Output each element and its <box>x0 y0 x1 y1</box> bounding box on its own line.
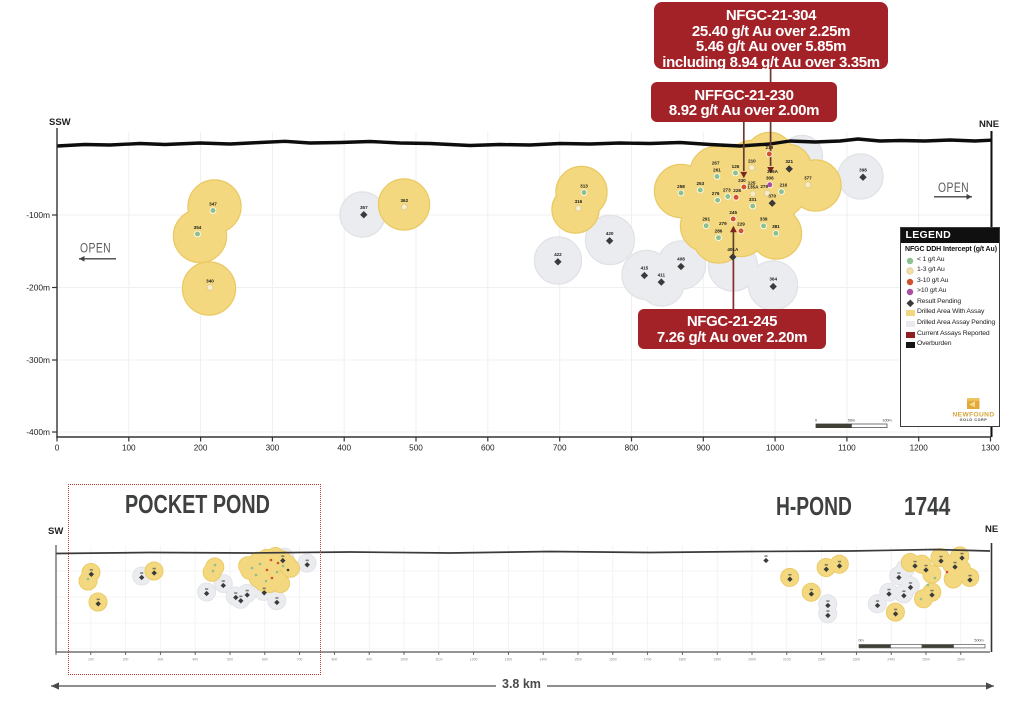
svg-text:2600: 2600 <box>957 658 965 662</box>
svg-text:1400: 1400 <box>539 658 547 662</box>
svg-text:700: 700 <box>297 658 303 662</box>
svg-text:331: 331 <box>749 197 757 202</box>
svg-text:420: 420 <box>606 231 614 236</box>
svg-text:258: 258 <box>677 184 685 189</box>
svg-text:1900: 1900 <box>713 658 721 662</box>
svg-text:306: 306 <box>766 176 774 181</box>
svg-text:347: 347 <box>209 201 217 206</box>
svg-text:1000: 1000 <box>766 444 785 453</box>
svg-text:216: 216 <box>780 183 788 188</box>
svg-text:300: 300 <box>266 444 280 453</box>
svg-text:400: 400 <box>337 444 351 453</box>
svg-text:2400: 2400 <box>887 658 895 662</box>
svg-text:1800: 1800 <box>679 658 687 662</box>
svg-text:267: 267 <box>712 160 720 165</box>
svg-text:381: 381 <box>772 224 780 229</box>
svg-text:800: 800 <box>625 444 639 453</box>
svg-text:273: 273 <box>723 187 731 192</box>
svg-text:411: 411 <box>658 272 666 277</box>
svg-text:600: 600 <box>262 658 268 662</box>
svg-text:SSW: SSW <box>49 117 71 128</box>
svg-text:228: 228 <box>733 188 741 193</box>
svg-text:500: 500 <box>409 444 423 453</box>
svg-text:GOLD CORP: GOLD CORP <box>960 418 988 422</box>
svg-text:370: 370 <box>768 193 776 198</box>
svg-text:-400m: -400m <box>26 427 50 437</box>
svg-text:200: 200 <box>123 658 129 662</box>
svg-text:800: 800 <box>332 658 338 662</box>
svg-text:1300: 1300 <box>505 658 513 662</box>
svg-text:219: 219 <box>765 145 773 150</box>
svg-text:229: 229 <box>737 222 745 227</box>
svg-text:1200: 1200 <box>470 658 478 662</box>
svg-text:300: 300 <box>158 658 164 662</box>
svg-text:500: 500 <box>227 658 233 662</box>
svg-text:400: 400 <box>192 658 198 662</box>
svg-text:306A: 306A <box>767 169 779 174</box>
svg-text:OPEN: OPEN <box>938 179 969 195</box>
svg-text:210: 210 <box>748 159 756 164</box>
svg-text:279: 279 <box>760 184 768 189</box>
svg-text:398: 398 <box>859 167 867 172</box>
svg-text:900: 900 <box>696 444 710 453</box>
svg-text:364: 364 <box>769 277 777 282</box>
svg-text:401A: 401A <box>727 247 739 252</box>
svg-text:0m: 0m <box>858 639 863 643</box>
svg-text:1100: 1100 <box>838 444 856 453</box>
svg-text:291: 291 <box>702 217 710 222</box>
svg-text:230: 230 <box>738 178 746 183</box>
svg-text:313: 313 <box>580 183 588 188</box>
svg-text:253: 253 <box>696 181 704 186</box>
svg-text:415: 415 <box>641 266 649 271</box>
svg-text:357: 357 <box>360 205 368 210</box>
svg-text:500m: 500m <box>974 639 983 643</box>
svg-text:1100: 1100 <box>435 658 442 662</box>
svg-text:1500: 1500 <box>574 658 582 662</box>
svg-text:377: 377 <box>804 176 812 181</box>
svg-text:1300: 1300 <box>981 444 1000 453</box>
svg-text:2200: 2200 <box>818 658 826 662</box>
svg-text:135A: 135A <box>747 185 759 190</box>
svg-text:1200: 1200 <box>910 444 929 453</box>
svg-text:340: 340 <box>206 278 214 283</box>
svg-text:408: 408 <box>677 257 685 262</box>
svg-text:354: 354 <box>194 225 202 230</box>
svg-text:OPEN: OPEN <box>80 240 111 256</box>
svg-text:125: 125 <box>748 180 756 185</box>
svg-text:362: 362 <box>400 198 408 203</box>
svg-text:100: 100 <box>122 444 136 453</box>
svg-text:2500: 2500 <box>922 658 930 662</box>
svg-text:200: 200 <box>194 444 208 453</box>
svg-text:276: 276 <box>712 191 720 196</box>
svg-text:NNE: NNE <box>979 119 999 130</box>
svg-text:126: 126 <box>732 164 740 169</box>
svg-text:2000: 2000 <box>748 658 756 662</box>
svg-text:286: 286 <box>715 229 723 234</box>
svg-text:-100m: -100m <box>26 210 50 220</box>
svg-text:2100: 2100 <box>783 658 791 662</box>
svg-text:1700: 1700 <box>644 658 652 662</box>
svg-text:100: 100 <box>88 658 94 662</box>
svg-text:261: 261 <box>713 167 721 172</box>
svg-text:-200m: -200m <box>26 283 50 293</box>
svg-text:316: 316 <box>575 199 583 204</box>
svg-text:279: 279 <box>719 221 727 226</box>
svg-text:2300: 2300 <box>853 658 861 662</box>
svg-text:422: 422 <box>554 252 562 257</box>
svg-text:321: 321 <box>785 159 793 164</box>
svg-text:1600: 1600 <box>609 658 617 662</box>
svg-text:1000: 1000 <box>400 658 408 662</box>
svg-text:900: 900 <box>366 658 372 662</box>
svg-text:0: 0 <box>815 419 817 423</box>
svg-text:100m: 100m <box>882 419 891 423</box>
svg-text:0: 0 <box>55 444 60 453</box>
svg-text:245: 245 <box>729 210 737 215</box>
svg-text:339: 339 <box>760 217 768 222</box>
svg-text:NEWFOUND: NEWFOUND <box>952 411 994 418</box>
svg-text:50m: 50m <box>848 419 855 423</box>
svg-text:-300m: -300m <box>26 355 50 365</box>
svg-text:700: 700 <box>553 444 567 453</box>
svg-text:600: 600 <box>481 444 495 453</box>
